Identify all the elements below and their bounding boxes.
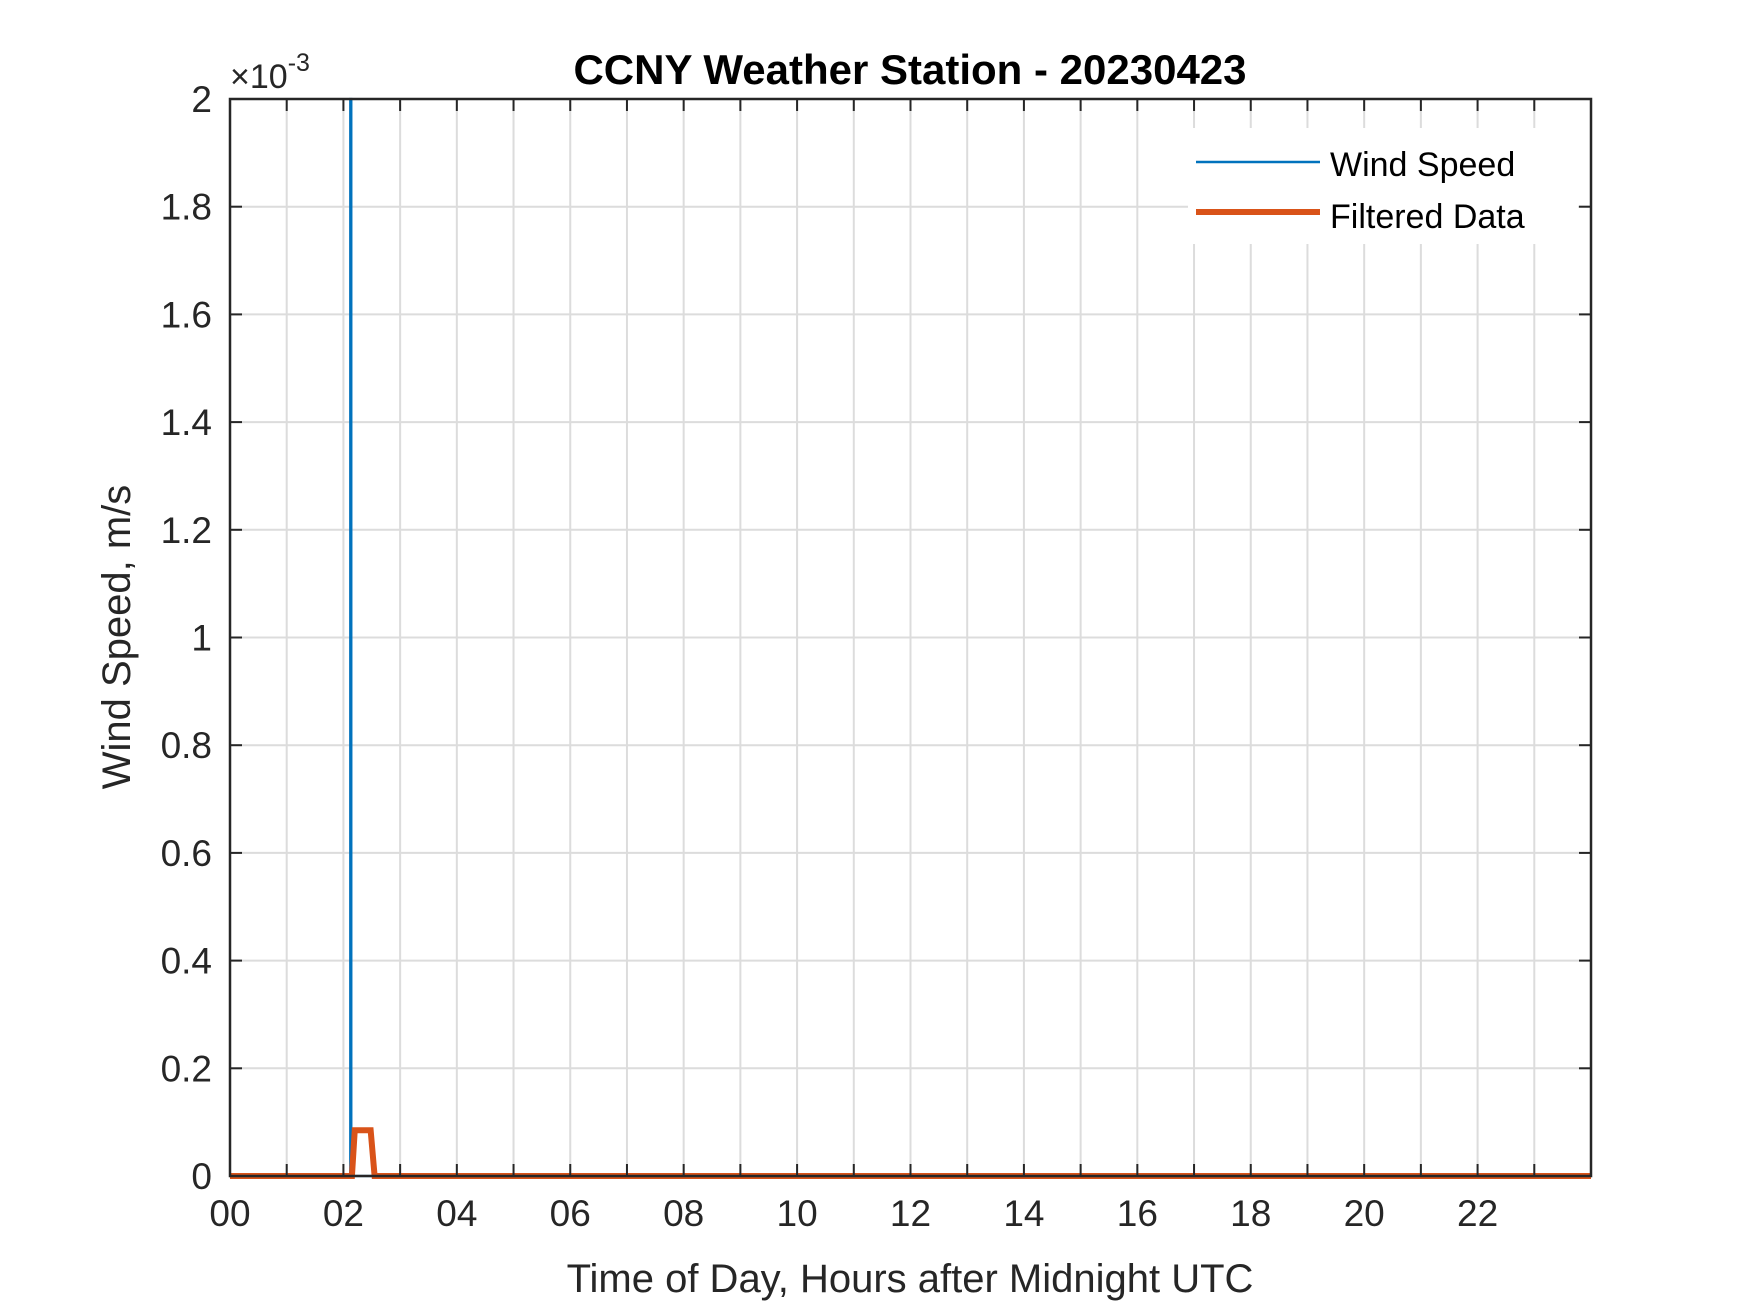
legend: Wind Speed Filtered Data: [1188, 128, 1578, 244]
y-tick-label: 0.4: [161, 941, 212, 982]
y-tick-label: 1: [191, 618, 212, 659]
x-tick-label: 12: [890, 1193, 931, 1234]
y-tick-label: 0.6: [161, 833, 212, 874]
y-tick-label: 2: [191, 79, 212, 120]
legend-label-wind-speed: Wind Speed: [1330, 146, 1515, 184]
y-tick-label: 1.2: [161, 510, 212, 551]
x-tick-label: 00: [209, 1193, 250, 1234]
legend-box: [1188, 128, 1578, 244]
x-tick-label: 08: [663, 1193, 704, 1234]
x-tick-label: 18: [1230, 1193, 1271, 1234]
x-tick-label: 16: [1117, 1193, 1158, 1234]
y-axis-label: Wind Speed, m/s: [95, 485, 139, 790]
y-tick-label: 1.4: [161, 402, 212, 443]
y-tick-label: 0: [191, 1156, 212, 1197]
x-tick-label: 02: [323, 1193, 364, 1234]
x-tick-label: 22: [1457, 1193, 1498, 1234]
y-tick-label: 1.8: [161, 187, 212, 228]
y-tick-label: 1.6: [161, 294, 212, 335]
y-tick-label: 0.2: [161, 1048, 212, 1089]
ticks: 00 02 04 06 08 10 12 14 16 18 20 22 0 0.2 0.4 0.6 0.8 1 1.…: [161, 79, 1591, 1234]
x-tick-label: 06: [550, 1193, 591, 1234]
y-exponent-label: ×10-3: [230, 49, 310, 96]
x-tick-label: 14: [1003, 1193, 1044, 1234]
x-axis-label: Time of Day, Hours after Midnight UTC: [567, 1257, 1254, 1301]
chart-title: CCNY Weather Station - 20230423: [573, 46, 1246, 93]
x-tick-label: 10: [777, 1193, 818, 1234]
x-tick-label: 20: [1344, 1193, 1385, 1234]
legend-label-filtered-data: Filtered Data: [1330, 198, 1525, 236]
y-tick-label: 0.8: [161, 725, 212, 766]
x-tick-label: 04: [436, 1193, 477, 1234]
